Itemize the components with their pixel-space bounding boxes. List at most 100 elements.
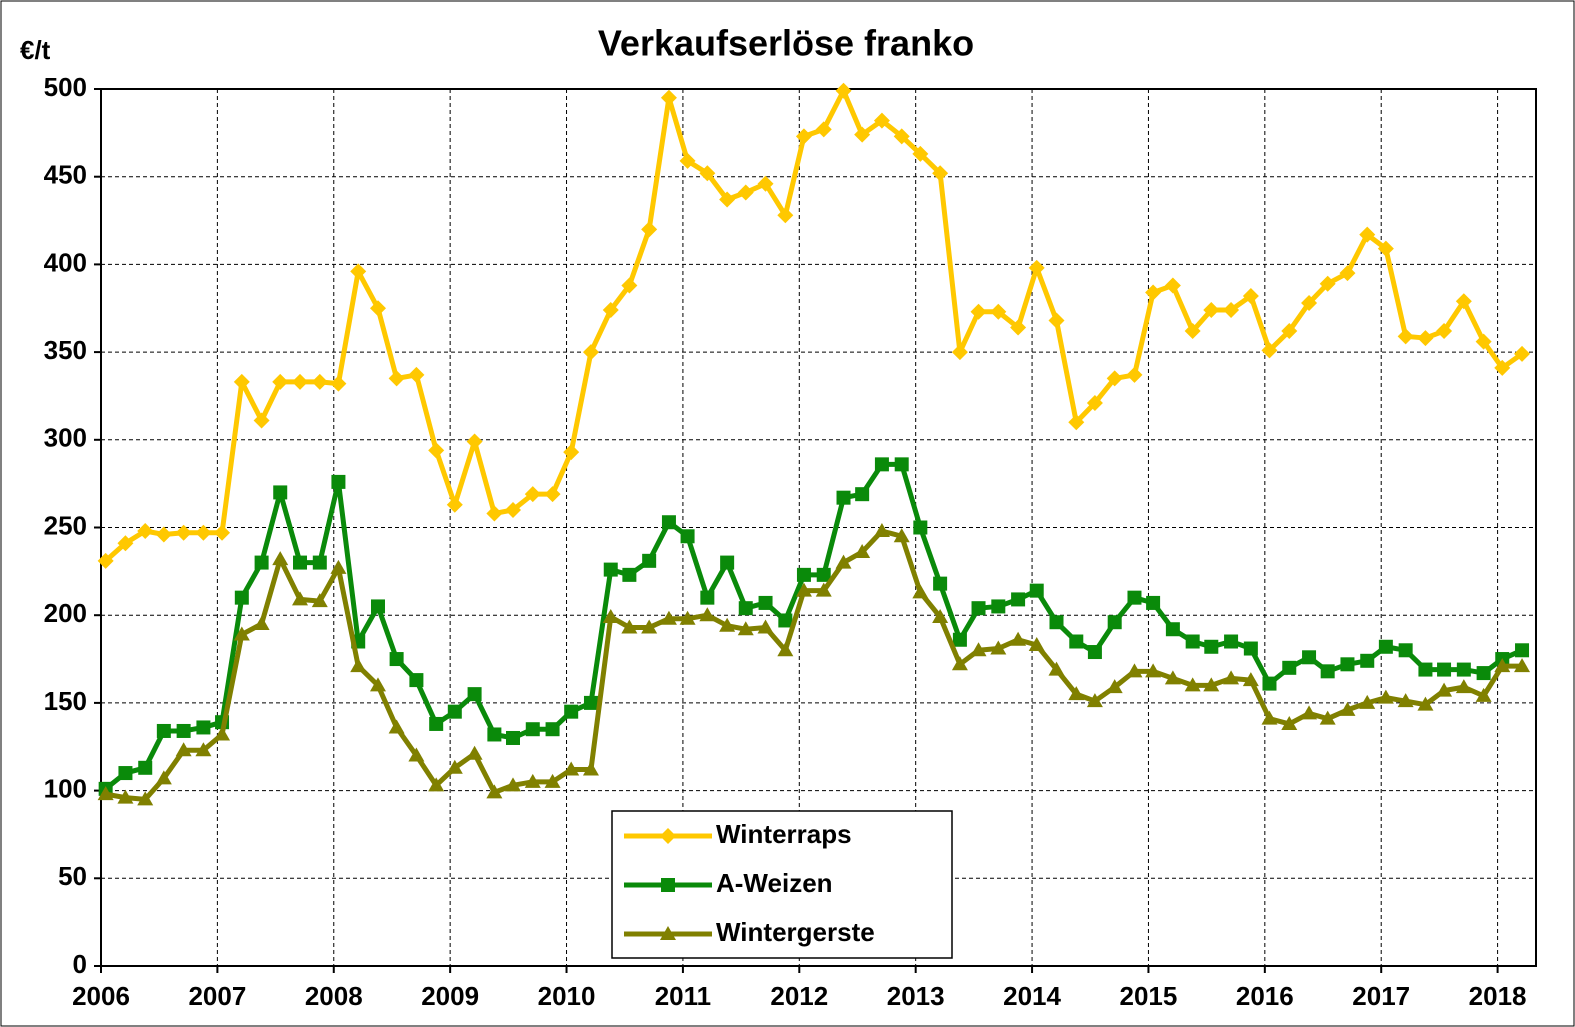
marker: [330, 375, 347, 392]
marker: [1360, 653, 1375, 668]
marker: [1378, 639, 1393, 654]
marker: [429, 716, 444, 731]
marker: [176, 723, 191, 738]
marker: [815, 121, 832, 138]
marker: [1417, 330, 1434, 347]
x-tick-label: 2008: [305, 981, 363, 1011]
y-tick-label: 250: [44, 510, 87, 540]
marker: [331, 474, 346, 489]
marker: [117, 535, 134, 552]
marker: [951, 344, 968, 361]
marker: [564, 704, 579, 719]
marker: [873, 112, 890, 129]
marker: [660, 89, 677, 106]
marker: [175, 742, 192, 757]
marker: [118, 766, 133, 781]
marker: [1011, 592, 1026, 607]
marker: [854, 544, 871, 559]
marker: [1107, 615, 1122, 630]
marker: [155, 526, 172, 543]
marker: [408, 366, 425, 383]
marker: [1029, 583, 1044, 598]
legend-label: A-Weizen: [716, 868, 833, 898]
marker: [137, 523, 154, 540]
marker: [1281, 323, 1298, 340]
marker: [1068, 414, 1085, 431]
marker: [524, 486, 541, 503]
marker: [912, 145, 929, 162]
marker: [428, 777, 445, 792]
marker: [603, 562, 618, 577]
marker: [758, 595, 773, 610]
marker: [1455, 679, 1472, 694]
marker: [913, 520, 928, 535]
marker: [330, 559, 347, 574]
marker: [642, 553, 657, 568]
marker: [912, 584, 929, 599]
marker: [195, 742, 212, 757]
marker: [1377, 689, 1394, 704]
marker: [370, 599, 385, 614]
marker: [1028, 637, 1045, 652]
marker: [1242, 287, 1259, 304]
marker: [505, 730, 520, 745]
marker: [660, 926, 676, 940]
marker: [1223, 670, 1240, 685]
marker: [447, 704, 462, 719]
marker: [350, 263, 367, 280]
y-tick-label: 0: [73, 949, 87, 979]
marker: [1475, 687, 1492, 702]
marker: [855, 487, 870, 502]
marker: [312, 555, 327, 570]
x-tick-label: 2010: [538, 981, 596, 1011]
marker: [1242, 672, 1259, 687]
x-tick-label: 2006: [72, 981, 130, 1011]
marker: [428, 442, 445, 459]
marker: [991, 599, 1006, 614]
marker: [1301, 294, 1318, 311]
marker: [1418, 662, 1433, 677]
x-tick-label: 2011: [655, 981, 711, 1011]
marker: [1203, 677, 1220, 692]
marker: [952, 632, 967, 647]
marker: [836, 490, 851, 505]
marker: [1475, 333, 1492, 350]
marker: [621, 619, 638, 634]
marker: [777, 207, 794, 224]
marker: [737, 184, 754, 201]
marker: [156, 723, 171, 738]
marker: [661, 515, 676, 530]
marker: [466, 745, 483, 760]
marker: [487, 727, 502, 742]
marker: [757, 175, 774, 192]
marker: [388, 370, 405, 387]
marker: [621, 277, 638, 294]
marker: [311, 593, 328, 608]
marker: [1106, 370, 1123, 387]
marker: [1086, 693, 1103, 708]
marker: [816, 567, 831, 582]
y-tick-label: 300: [44, 423, 87, 453]
marker: [719, 191, 736, 208]
marker: [1476, 666, 1491, 681]
marker: [679, 152, 696, 169]
y-tick-label: 500: [44, 72, 87, 102]
marker: [214, 524, 231, 541]
marker: [1301, 705, 1318, 720]
marker: [1377, 240, 1394, 257]
marker: [1302, 650, 1317, 665]
marker: [504, 501, 521, 518]
marker: [1203, 302, 1220, 319]
marker: [932, 608, 949, 623]
marker: [1068, 686, 1085, 701]
y-tick-label: 50: [58, 861, 87, 891]
marker: [720, 555, 735, 570]
x-tick-label: 2018: [1469, 981, 1527, 1011]
marker: [563, 761, 580, 776]
marker: [1282, 660, 1297, 675]
y-tick-label: 400: [44, 247, 87, 277]
marker: [1126, 366, 1143, 383]
marker: [951, 656, 968, 671]
marker: [214, 726, 231, 741]
marker: [388, 719, 405, 734]
